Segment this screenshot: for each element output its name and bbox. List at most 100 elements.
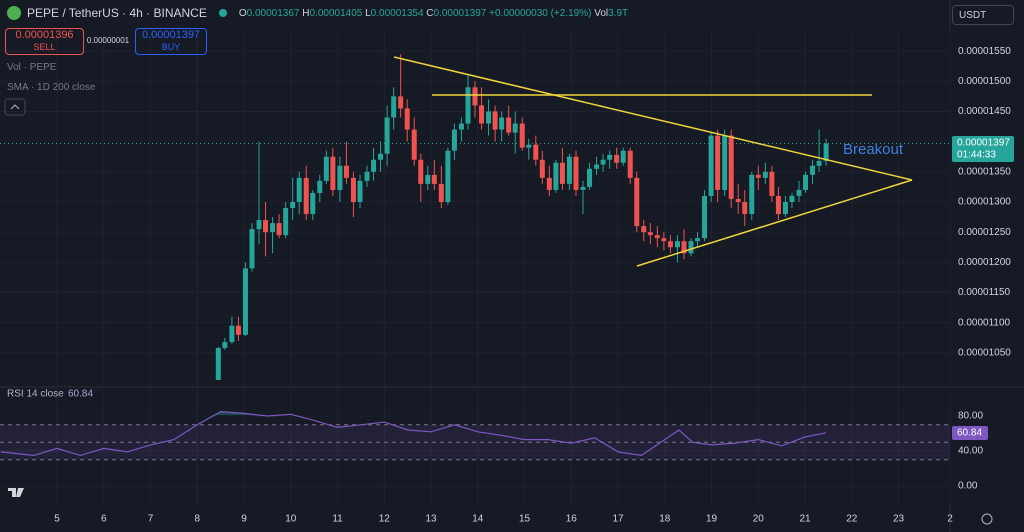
candle-body [647,232,653,236]
candle-body [681,241,687,254]
y-tick-label: 40.00 [958,446,983,457]
candle-body [303,177,309,215]
candle-body [364,171,370,181]
candle-body [506,117,512,133]
candle-body [600,159,606,165]
candle-body [499,117,505,130]
x-tick-label: 17 [612,514,624,525]
candle-body [465,87,471,124]
candle-body [688,241,694,254]
x-tick-label: 22 [846,514,858,525]
change: +0.00000030 (+2.19%) [489,7,592,19]
ohlc: O0.00001367 H0.00001405 L0.00001354 C0.0… [239,8,628,19]
candle-body [398,96,404,109]
x-tick-label: 5 [54,514,60,525]
ohlc-key: O [238,7,247,19]
chevron [10,104,20,110]
candle-body [235,325,241,335]
candle-body [371,159,377,172]
rsi-value: 60.84 [68,389,93,400]
candle-body [789,195,795,202]
x-tick-label: 21 [800,514,812,525]
candle-body [492,111,498,130]
candle-body [222,341,228,349]
candle-body [749,174,755,215]
candle-body [816,160,822,166]
y-tick-label: 80.00 [958,411,983,422]
candle-body [519,123,525,148]
candle-body [796,189,802,196]
ohlc-value: 0.00001397 [433,7,487,19]
x-tick-label: 15 [519,514,531,525]
currency: USDT [959,10,987,21]
candle-body [283,208,289,236]
candle-body [594,164,600,169]
x-tick-label: 8 [195,514,201,525]
candle-body [526,144,532,148]
last-price-badge [952,136,1014,162]
candle-body [242,268,248,335]
collapse-button[interactable] [4,98,26,116]
candle-body [708,135,714,196]
candle-body [539,159,545,178]
x-tick-label: 20 [753,514,765,525]
candle-body [620,150,626,163]
vol-key: Vol [594,7,609,19]
drawings [393,56,913,267]
buy-price: 0.00001397 [141,29,201,41]
sell-price: 0.00001396 [15,29,74,41]
candle-body [573,156,579,190]
candle-body [472,87,478,106]
x-tick-label: 10 [285,514,297,525]
candle-body [431,174,437,184]
rsi-badge [952,426,988,440]
settings-icon[interactable] [981,513,993,525]
coin-icon [7,6,21,20]
candle-body [350,177,356,202]
candle-body [641,226,647,233]
sma-label: SMA · 1D 200 close [7,82,96,93]
sell-button[interactable]: 0.00001396 SELL [5,28,84,55]
ohlc-key: L [365,7,371,19]
y-tick-label: 0.00 [958,481,978,492]
sell-label: SELL [33,42,56,52]
ohlc-key: C [426,7,434,19]
y-tick-label: 0.00001050 [958,347,1011,358]
candle-body [451,129,457,151]
y-tick-label: 0.00001100 [958,317,1011,328]
candle-body [810,165,816,175]
candle-body [270,223,276,233]
candle-body [728,135,734,199]
buy-button[interactable]: 0.00001397 BUY [135,28,207,55]
y-tick-label: 0.00001500 [958,76,1011,87]
y-tick-label: 0.00001200 [958,257,1011,268]
x-tick-label: 12 [379,514,391,525]
candle-body [803,174,809,190]
candle-body [445,150,451,202]
candle-body [566,156,572,184]
candles [0,54,950,380]
candle-body [486,111,492,124]
candle-body [667,241,673,248]
candle-body [782,201,788,215]
rsi-line [0,410,827,457]
candle-body [411,129,417,160]
candle-body [553,162,559,190]
overbought-fill [214,411,294,415]
annotation: Breakout [843,141,904,158]
y-tick-label: 0.00001550 [958,46,1011,57]
candle-body [533,144,539,160]
ohlc-value: 0.00001367 [246,7,300,19]
candle-body [654,235,660,239]
x-tick-label: 13 [425,514,437,525]
candle-body [337,165,343,190]
currency-select[interactable]: USDT [952,5,1014,25]
y-tick-label: 0.00001300 [958,197,1011,208]
candle-body [702,195,708,239]
spread-value: 0.00000001 [86,36,130,45]
candle-body [695,238,701,242]
candle-body [384,117,390,154]
candle-body [580,186,586,190]
trend-line [393,56,913,181]
